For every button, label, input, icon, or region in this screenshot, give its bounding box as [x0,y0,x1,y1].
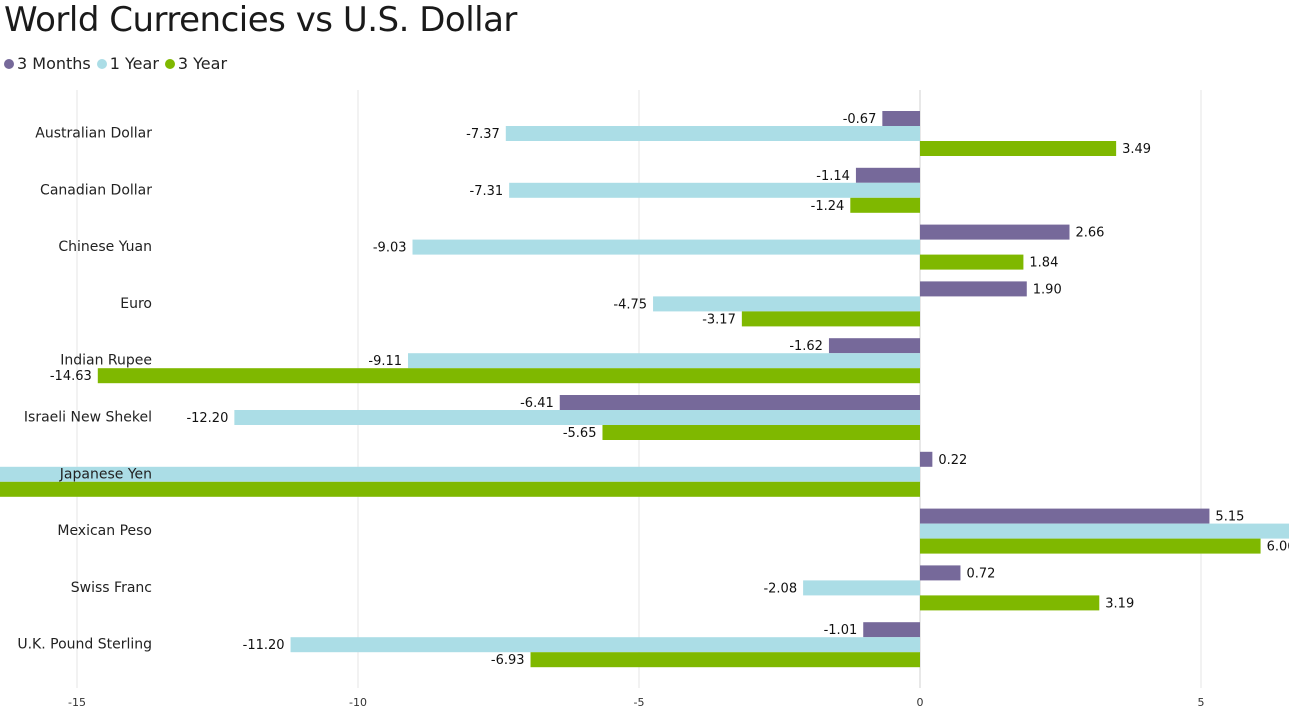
bar-mexican-peso-3-year[interactable] [920,538,1261,554]
chart-legend: 3 Months 1 Year 3 Year [4,53,233,75]
bar-chinese-yuan-3-months[interactable] [920,224,1070,240]
legend-item-3-months[interactable]: 3 Months [4,53,91,75]
data-label-euro-3-months: 1.90 [1033,282,1062,297]
x-tick-label: -10 [349,696,367,709]
bar-indian-rupee-1-year[interactable] [408,353,920,369]
data-label-israeli-new-shekel-3-months: -6.41 [520,396,554,411]
data-label-australian-dollar-1-year: -7.37 [466,127,500,142]
data-label-mexican-peso-3-months: 5.15 [1215,510,1244,525]
bar-swiss-franc-3-months[interactable] [920,565,961,581]
category-label-japanese-yen: Japanese Yen [59,466,152,482]
legend-label-3-year: 3 Year [177,54,228,73]
category-label-australian-dollar: Australian Dollar [35,126,152,142]
data-label-u-k-pound-sterling-1-year: -11.20 [243,638,285,653]
bar-u-k-pound-sterling-3-months[interactable] [863,622,920,638]
data-label-canadian-dollar-3-months: -1.14 [816,169,850,184]
bar-chinese-yuan-1-year[interactable] [412,239,920,255]
data-label-indian-rupee-3-year: -14.63 [50,369,92,384]
bar-israeli-new-shekel-1-year[interactable] [234,410,921,425]
bar-euro-1-year[interactable] [653,296,920,312]
bar-canadian-dollar-1-year[interactable] [509,182,920,198]
bar-australian-dollar-1-year[interactable] [505,126,920,141]
legend-label-3-months: 3 Months [17,54,91,73]
legend-item-3-year[interactable]: 3 Year [164,53,228,75]
data-label-swiss-franc-3-months: 0.72 [966,566,995,581]
bar-u-k-pound-sterling-1-year[interactable] [290,637,920,653]
data-label-canadian-dollar-1-year: -7.31 [470,184,504,199]
x-tick-label: 5 [1198,696,1205,709]
data-label-indian-rupee-3-months: -1.62 [789,339,823,354]
labels: -25-20-15-10-50510Australian DollarCanad… [17,112,1289,709]
bar-israeli-new-shekel-3-year[interactable] [602,425,920,440]
bar-swiss-franc-3-year[interactable] [920,595,1100,611]
legend-marker-3-months [4,59,14,69]
data-label-swiss-franc-1-year: -2.08 [763,581,797,596]
data-label-u-k-pound-sterling-3-year: -6.93 [491,653,525,668]
x-tick-label: 0 [917,696,924,709]
data-label-israeli-new-shekel-1-year: -12.20 [186,411,228,426]
bars [0,111,1289,668]
data-label-australian-dollar-3-months: -0.67 [843,112,877,127]
data-label-euro-1-year: -4.75 [613,297,647,312]
category-label-canadian-dollar: Canadian Dollar [40,182,152,198]
bar-australian-dollar-3-months[interactable] [882,111,920,126]
bar-euro-3-months[interactable] [920,281,1027,297]
bar-canadian-dollar-3-year[interactable] [850,197,920,213]
data-label-chinese-yuan-3-year: 1.84 [1029,256,1058,271]
bar-japanese-yen-3-months[interactable] [920,451,933,467]
category-label-mexican-peso: Mexican Peso [57,523,152,539]
category-label-chinese-yuan: Chinese Yuan [58,239,152,255]
x-tick-label: -15 [68,696,86,709]
bar-euro-3-year[interactable] [741,311,920,327]
chart-title: World Currencies vs U.S. Dollar [4,0,517,40]
data-label-australian-dollar-3-year: 3.49 [1122,142,1151,157]
bar-u-k-pound-sterling-3-year[interactable] [530,652,920,668]
category-label-u-k-pound-sterling: U.K. Pound Sterling [17,637,152,653]
data-label-indian-rupee-1-year: -9.11 [368,354,402,369]
category-label-swiss-franc: Swiss Franc [71,580,152,596]
data-label-israeli-new-shekel-3-year: -5.65 [563,426,597,441]
x-tick-label: -5 [634,696,645,709]
legend-marker-3-year [164,59,175,69]
category-label-indian-rupee: Indian Rupee [60,353,152,369]
data-label-chinese-yuan-3-months: 2.66 [1075,226,1104,241]
data-label-chinese-yuan-1-year: -9.03 [373,241,407,256]
bar-indian-rupee-3-months[interactable] [828,338,920,354]
bar-japanese-yen-3-year[interactable] [0,481,921,497]
data-label-canadian-dollar-3-year: -1.24 [811,199,845,214]
category-label-israeli-new-shekel: Israeli New Shekel [24,410,152,426]
data-label-euro-3-year: -3.17 [702,312,736,327]
legend-label-1-year: 1 Year [109,54,159,73]
bar-mexican-peso-3-months[interactable] [920,508,1210,524]
bar-chinese-yuan-3-year[interactable] [920,254,1024,270]
legend-marker-1-year [96,59,107,69]
data-label-u-k-pound-sterling-3-months: -1.01 [824,623,858,638]
bar-swiss-franc-1-year[interactable] [803,580,920,596]
bar-canadian-dollar-3-months[interactable] [855,167,920,183]
bar-mexican-peso-1-year[interactable] [920,523,1289,539]
bar-australian-dollar-3-year[interactable] [920,141,1117,156]
category-label-euro: Euro [120,296,152,312]
data-label-swiss-franc-3-year: 3.19 [1105,596,1134,611]
data-label-japanese-yen-3-months: 0.22 [938,453,967,468]
bar-israeli-new-shekel-3-months[interactable] [559,395,920,410]
bar-indian-rupee-3-year[interactable] [97,368,920,384]
legend-item-1-year[interactable]: 1 Year [96,53,159,75]
data-label-mexican-peso-3-year: 6.06 [1267,540,1289,555]
bar-japanese-yen-1-year[interactable] [0,466,921,482]
